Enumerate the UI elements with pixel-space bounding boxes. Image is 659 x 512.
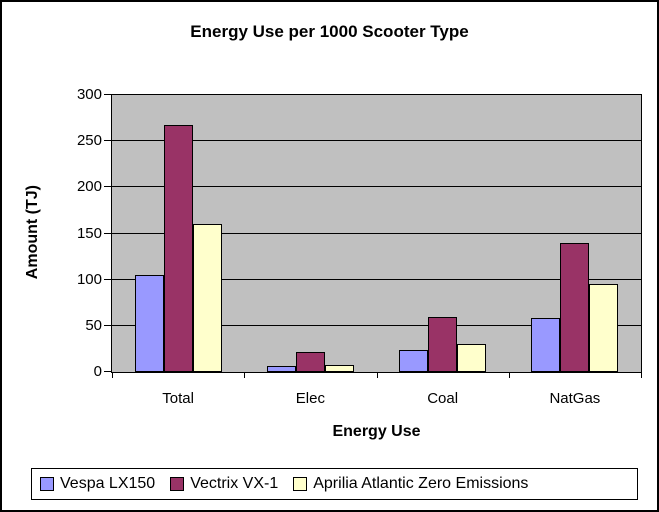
y-tick-mark-0 <box>104 371 111 372</box>
y-tick-mark-100 <box>104 278 111 280</box>
bar-vectrix-vx-1-coal <box>428 317 458 372</box>
y-tick-mark-200 <box>104 186 111 188</box>
y-tick-mark-250 <box>104 140 111 142</box>
legend-swatch-icon-vespa-lx150 <box>40 477 54 491</box>
x-tick-mark-4 <box>641 373 642 378</box>
gridline-50 <box>112 324 641 326</box>
x-tick-mark-3 <box>509 373 510 378</box>
gridline-150 <box>112 232 641 234</box>
y-tick-label-150: 150 <box>76 224 102 242</box>
bar-vespa-lx150-coal <box>399 350 429 372</box>
bar-vectrix-vx-1-total <box>163 125 193 372</box>
bar-aprilia-atlantic-zero-emissions-natgas <box>589 284 619 372</box>
x-tick-mark-2 <box>377 373 378 378</box>
bar-vespa-lx150-natgas <box>531 318 561 372</box>
bar-aprilia-atlantic-zero-emissions-coal <box>457 344 487 372</box>
legend-label-vectrix-vx-1: Vectrix VX-1 <box>190 475 279 492</box>
x-category-label-total: Total <box>162 390 194 407</box>
legend-label-vespa-lx150: Vespa LX150 <box>60 475 156 492</box>
bar-vespa-lx150-total <box>134 275 164 372</box>
chart-title: Energy Use per 1000 Scooter Type <box>190 22 469 41</box>
legend-item-aprilia-atlantic-zero-emissions: Aprilia Atlantic Zero Emissions <box>293 475 528 493</box>
y-tick-label-300: 300 <box>76 86 102 103</box>
x-category-label-elec: Elec <box>295 390 325 407</box>
x-category-label-natgas: NatGas <box>549 390 601 407</box>
y-tick-mark-50 <box>104 324 111 326</box>
gridline-100 <box>112 278 641 280</box>
legend-swatch-icon-aprilia-atlantic-zero-emissions <box>293 477 308 491</box>
y-tick-label-100: 100 <box>76 270 102 288</box>
bar-vectrix-vx-1-elec <box>295 352 325 372</box>
x-tick-mark-1 <box>244 373 245 378</box>
gridline-250 <box>112 140 641 142</box>
gridline-200 <box>112 186 641 188</box>
bar-vespa-lx150-elec <box>266 366 296 372</box>
y-tick-label-50: 50 <box>85 316 102 334</box>
legend-swatch-icon-vectrix-vx-1 <box>170 477 185 491</box>
bar-aprilia-atlantic-zero-emissions-elec <box>324 365 354 372</box>
bar-aprilia-atlantic-zero-emissions-total <box>192 224 222 372</box>
legend-label-aprilia-atlantic-zero-emissions: Aprilia Atlantic Zero Emissions <box>313 475 529 492</box>
y-tick-mark-300 <box>104 94 111 95</box>
legend-item-vectrix-vx-1: Vectrix VX-1 <box>170 475 278 493</box>
x-axis-title: Energy Use <box>332 423 421 440</box>
plot-area <box>111 94 642 373</box>
y-tick-label-0: 0 <box>93 363 102 380</box>
legend-box: Vespa LX150 Vectrix VX-1 Aprilia Atlantic … <box>31 468 638 500</box>
bar-vectrix-vx-1-natgas <box>560 243 590 372</box>
y-tick-label-250: 250 <box>76 132 102 150</box>
x-tick-mark-0 <box>112 373 113 378</box>
y-tick-mark-150 <box>104 232 111 234</box>
x-category-label-coal: Coal <box>427 390 459 407</box>
y-tick-label-200: 200 <box>76 178 102 196</box>
legend-item-vespa-lx150: Vespa LX150 <box>40 475 155 493</box>
